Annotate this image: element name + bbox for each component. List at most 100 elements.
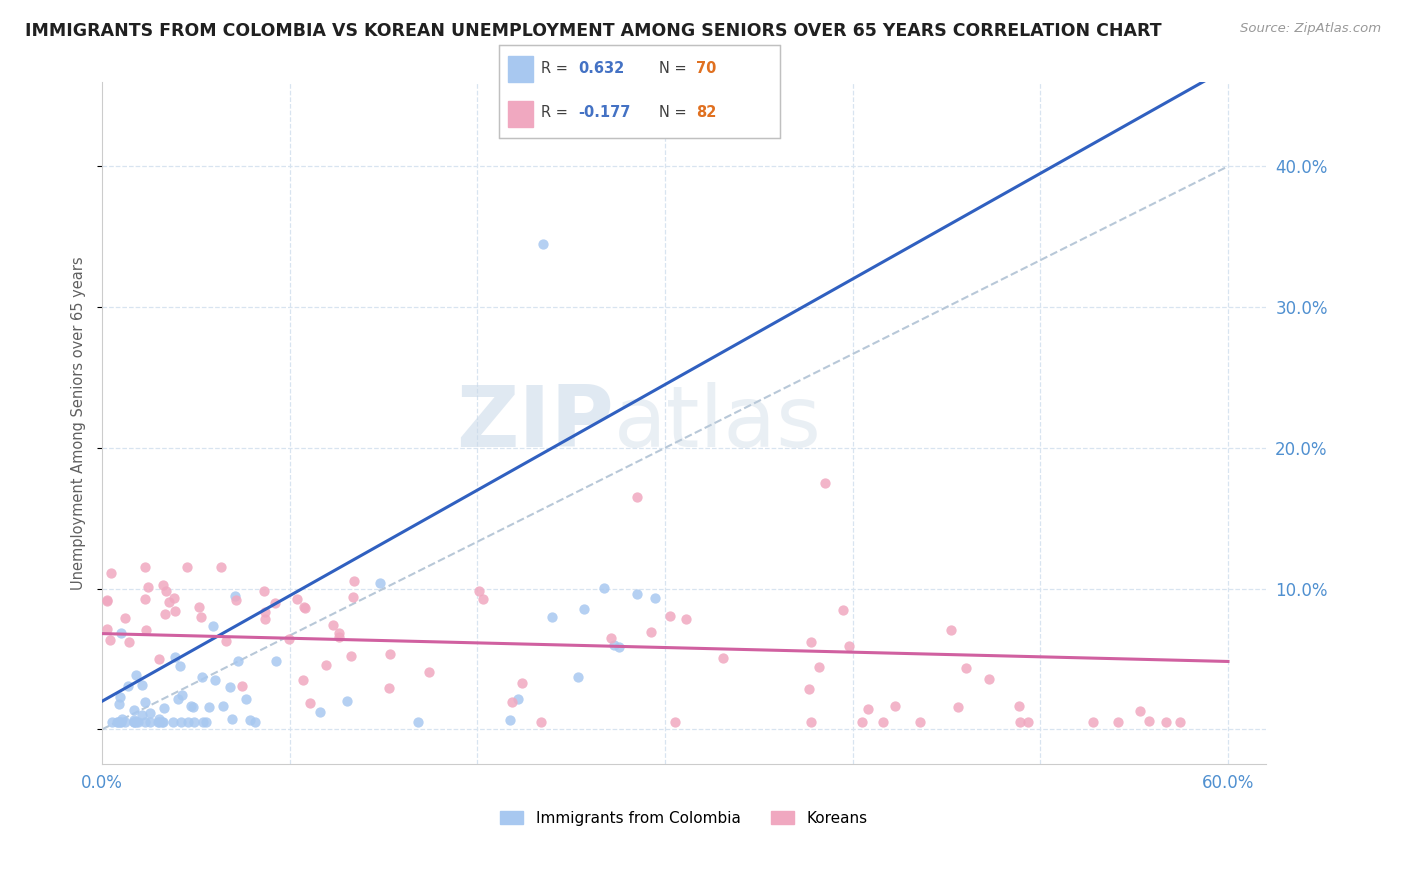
Point [299, 696, 322, 710]
Text: atlas: atlas [614, 382, 823, 465]
Point [1137, 714, 1160, 729]
Point [114, 611, 136, 625]
Point [799, 681, 821, 696]
Point [162, 715, 184, 730]
Point [328, 625, 350, 640]
Point [315, 657, 337, 672]
Point [146, 715, 169, 730]
Point [807, 660, 830, 674]
Point [264, 596, 287, 610]
Point [328, 630, 350, 644]
Point [157, 594, 180, 608]
Point [107, 715, 129, 730]
Point [644, 591, 666, 605]
Text: 70: 70 [696, 61, 716, 76]
Point [163, 649, 186, 664]
Point [253, 583, 276, 598]
Point [294, 600, 316, 615]
Point [209, 560, 232, 574]
Point [122, 715, 145, 730]
Point [530, 715, 553, 730]
Point [1168, 715, 1191, 730]
Point [155, 607, 177, 621]
Point [139, 706, 162, 720]
Point [939, 623, 962, 637]
Point [170, 715, 193, 730]
Point [531, 236, 554, 251]
Point [368, 576, 391, 591]
Point [231, 679, 253, 693]
Point [278, 632, 301, 647]
Text: 0.632: 0.632 [578, 61, 624, 76]
Point [108, 715, 131, 730]
Point [177, 715, 200, 730]
Point [243, 715, 266, 730]
Point [193, 715, 215, 730]
Point [214, 634, 236, 648]
Point [138, 715, 160, 730]
Point [117, 679, 139, 693]
Text: -0.177: -0.177 [578, 105, 630, 120]
Text: N =: N = [659, 61, 692, 76]
Text: ZIP: ZIP [457, 382, 614, 465]
Point [190, 610, 212, 624]
Point [150, 715, 173, 730]
Point [343, 574, 366, 589]
Point [506, 691, 529, 706]
Point [110, 715, 132, 730]
Point [342, 590, 364, 604]
Point [309, 706, 332, 720]
Bar [508, 101, 533, 127]
Point [1107, 715, 1129, 730]
Point [96, 593, 118, 607]
Point [607, 640, 630, 654]
Point [235, 692, 257, 706]
Point [1129, 704, 1152, 718]
Point [339, 648, 361, 663]
Point [176, 560, 198, 574]
Point [134, 715, 156, 730]
Point [239, 713, 262, 727]
Point [181, 699, 204, 714]
Point [1154, 715, 1177, 730]
Text: IMMIGRANTS FROM COLOMBIA VS KOREAN UNEMPLOYMENT AMONG SENIORS OVER 65 YEARS CORR: IMMIGRANTS FROM COLOMBIA VS KOREAN UNEMP… [25, 22, 1161, 40]
Point [955, 661, 977, 675]
Point [195, 715, 218, 730]
Bar [508, 56, 533, 82]
Point [169, 659, 191, 673]
Point [254, 612, 277, 626]
Point [472, 591, 495, 606]
Point [856, 702, 879, 716]
Point [626, 587, 648, 601]
Point [800, 715, 823, 730]
Text: 82: 82 [696, 105, 716, 120]
Point [711, 651, 734, 665]
Point [253, 605, 276, 619]
Point [105, 715, 128, 730]
Point [883, 698, 905, 713]
Point [838, 640, 860, 654]
Point [574, 602, 596, 616]
Point [187, 600, 209, 615]
Point [946, 700, 969, 714]
Point [122, 703, 145, 717]
Point [626, 490, 648, 504]
Point [148, 712, 170, 726]
Point [136, 580, 159, 594]
Point [134, 624, 156, 638]
Point [292, 673, 315, 688]
Point [285, 591, 308, 606]
Point [408, 715, 430, 730]
Point [125, 715, 148, 730]
Point [872, 715, 894, 730]
Point [131, 708, 153, 723]
Point [100, 566, 122, 580]
Text: R =: R = [541, 105, 572, 120]
Point [664, 715, 686, 730]
Point [499, 713, 522, 727]
Point [155, 583, 177, 598]
Point [114, 715, 136, 730]
Text: R =: R = [541, 61, 572, 76]
Point [183, 715, 205, 730]
Point [418, 665, 440, 679]
